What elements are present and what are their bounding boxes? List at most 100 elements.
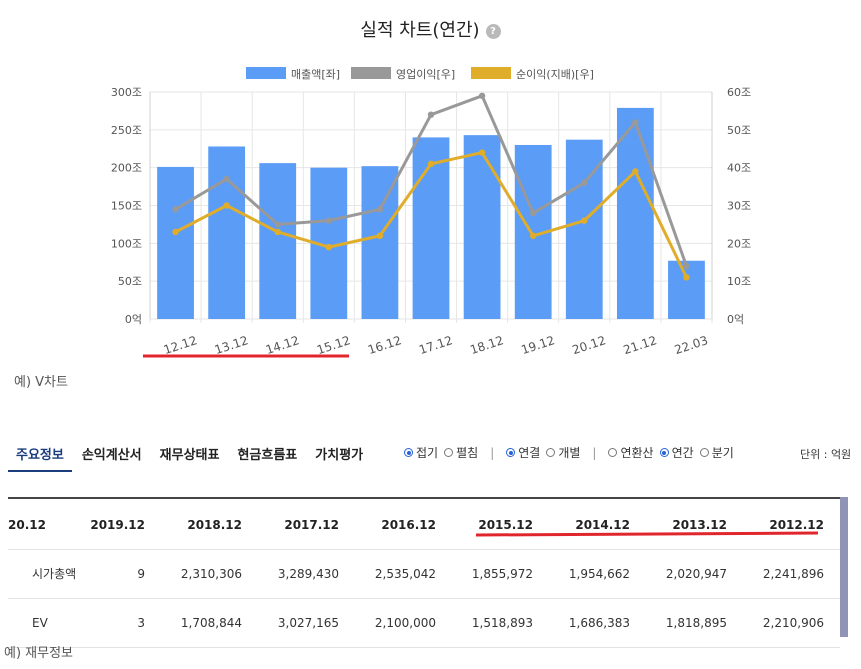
- table-cell: 2,100,000: [374, 616, 436, 630]
- series-point: [376, 232, 384, 239]
- option-annual[interactable]: 연간: [659, 444, 694, 461]
- column-header: 20.12: [8, 518, 46, 532]
- table-cell: 1,954,662: [568, 567, 630, 581]
- series-point: [478, 149, 486, 156]
- radio-icon: [608, 448, 618, 457]
- option-annualized[interactable]: 연환산: [608, 444, 654, 461]
- radio-icon: [659, 448, 669, 457]
- option-separator: |: [490, 445, 495, 460]
- right-axis-tick: 20조: [727, 237, 751, 250]
- column-header: 2019.12: [90, 518, 145, 532]
- option-expand[interactable]: 펼침: [444, 444, 478, 461]
- legend-label: 매출액[좌]: [291, 68, 340, 81]
- option-separator: |: [592, 445, 597, 460]
- row-label: EV: [32, 616, 48, 630]
- left-axis-tick: 100조: [111, 237, 142, 250]
- table-cell: 2,210,906: [762, 616, 824, 630]
- legend-swatch: [246, 67, 286, 79]
- right-axis-tick: 0억: [727, 313, 744, 326]
- unit-label: 단위 : 억원: [800, 448, 852, 461]
- table-cell: 3,289,430: [277, 567, 339, 581]
- table-cell: 3,027,165: [277, 616, 339, 630]
- column-header: 2017.12: [284, 518, 339, 532]
- right-axis-tick: 40조: [727, 162, 751, 175]
- series-point: [632, 168, 639, 175]
- series-point: [581, 217, 588, 224]
- table-cell: 1,708,844: [180, 616, 242, 630]
- table-cell: 1,686,383: [568, 616, 630, 630]
- chart-caption: 예) V차트: [14, 375, 68, 390]
- chart-title-text: 실적 차트(연간): [360, 20, 480, 41]
- left-axis-tick: 50조: [118, 275, 142, 288]
- table-cell: 2,241,896: [762, 567, 824, 581]
- column-header: 2016.12: [381, 518, 436, 532]
- chart-title: 실적 차트(연간)?: [0, 16, 861, 42]
- tab-income-statement[interactable]: 손익계산서: [81, 448, 142, 463]
- bar: [157, 166, 194, 319]
- column-header: 2012.12: [769, 518, 824, 532]
- series-point: [325, 243, 333, 251]
- left-axis-tick: 250조: [111, 124, 142, 137]
- tab-bar: 주요정보 손익계산서 재무상태표 현금흐름표 가치평가: [8, 440, 373, 472]
- series-point: [223, 175, 230, 183]
- radio-icon: [546, 448, 556, 457]
- option-consolidated[interactable]: 연결: [506, 444, 540, 461]
- performance-chart: 0억 50조 100조 150조 200조 250조 300조 0억 10조 20조 30조 40조 5…: [111, 67, 751, 357]
- series-point: [478, 92, 486, 99]
- bar: [412, 137, 450, 319]
- column-header: 2018.12: [187, 518, 242, 532]
- help-icon[interactable]: ?: [485, 24, 501, 39]
- series-point: [683, 262, 690, 270]
- series-point: [223, 202, 230, 209]
- series-point: [581, 179, 588, 186]
- radio-icon: [404, 448, 413, 457]
- right-axis-tick: 10조: [727, 275, 751, 288]
- series-point: [172, 228, 179, 236]
- annotation-underline-table: [475, 531, 819, 537]
- legend-swatch: [471, 67, 511, 79]
- table-cell: 9: [137, 567, 145, 581]
- series-point: [172, 206, 179, 213]
- left-axis-tick: 0억: [125, 313, 142, 326]
- tab-cash-flow[interactable]: 현금흐름표: [237, 448, 298, 463]
- table-cell: 2,020,947: [665, 567, 727, 581]
- tab-valuation[interactable]: 가치평가: [315, 448, 364, 463]
- legend-label: 영업이익[우]: [396, 68, 455, 81]
- table-row: 시가총액 9 2,310,306 3,289,430 2,535,042 1,8…: [8, 550, 840, 599]
- tab-summary[interactable]: 주요정보: [8, 440, 72, 472]
- series-point: [274, 221, 281, 228]
- bar: [259, 163, 297, 319]
- series-point: [632, 119, 639, 126]
- table-cell: 1,518,893: [471, 616, 533, 630]
- table-cell: 2,310,306: [180, 567, 242, 581]
- table-cell: 3: [137, 616, 145, 630]
- left-axis-tick: 200조: [111, 162, 142, 175]
- bar: [463, 135, 501, 319]
- table-cell: 1,818,895: [665, 616, 727, 630]
- table-caption: 예) 재무정보: [4, 646, 74, 661]
- view-options: 접기 펼침 | 연결 개별 | 연환산 연간 분기: [404, 444, 740, 461]
- series-point: [529, 209, 537, 217]
- bar: [208, 146, 246, 319]
- bar: [616, 107, 654, 319]
- right-axis-tick: 50조: [727, 124, 751, 137]
- option-quarterly[interactable]: 분기: [699, 444, 734, 461]
- right-axis-tick: 60조: [727, 86, 751, 99]
- tab-balance-sheet[interactable]: 재무상태표: [159, 448, 220, 463]
- table-cell: 2,535,042: [374, 567, 436, 581]
- left-axis-tick: 150조: [111, 200, 142, 213]
- option-separate[interactable]: 개별: [546, 444, 580, 461]
- right-axis-tick: 30조: [727, 200, 751, 213]
- series-point: [427, 160, 435, 168]
- column-header: 2013.12: [672, 518, 727, 532]
- legend-label: 순이익(지배)[우]: [516, 68, 594, 81]
- option-collapse[interactable]: 접기: [404, 444, 438, 461]
- radio-icon: [444, 448, 454, 457]
- radio-icon: [506, 448, 516, 457]
- table-scrollbar[interactable]: [840, 497, 848, 637]
- table-header-row: 20.12 2019.12 2018.12 2017.12 2016.12 20…: [8, 499, 840, 550]
- financial-table: 20.12 2019.12 2018.12 2017.12 2016.12 20…: [8, 497, 840, 648]
- series-point: [529, 232, 537, 239]
- radio-icon: [699, 448, 709, 457]
